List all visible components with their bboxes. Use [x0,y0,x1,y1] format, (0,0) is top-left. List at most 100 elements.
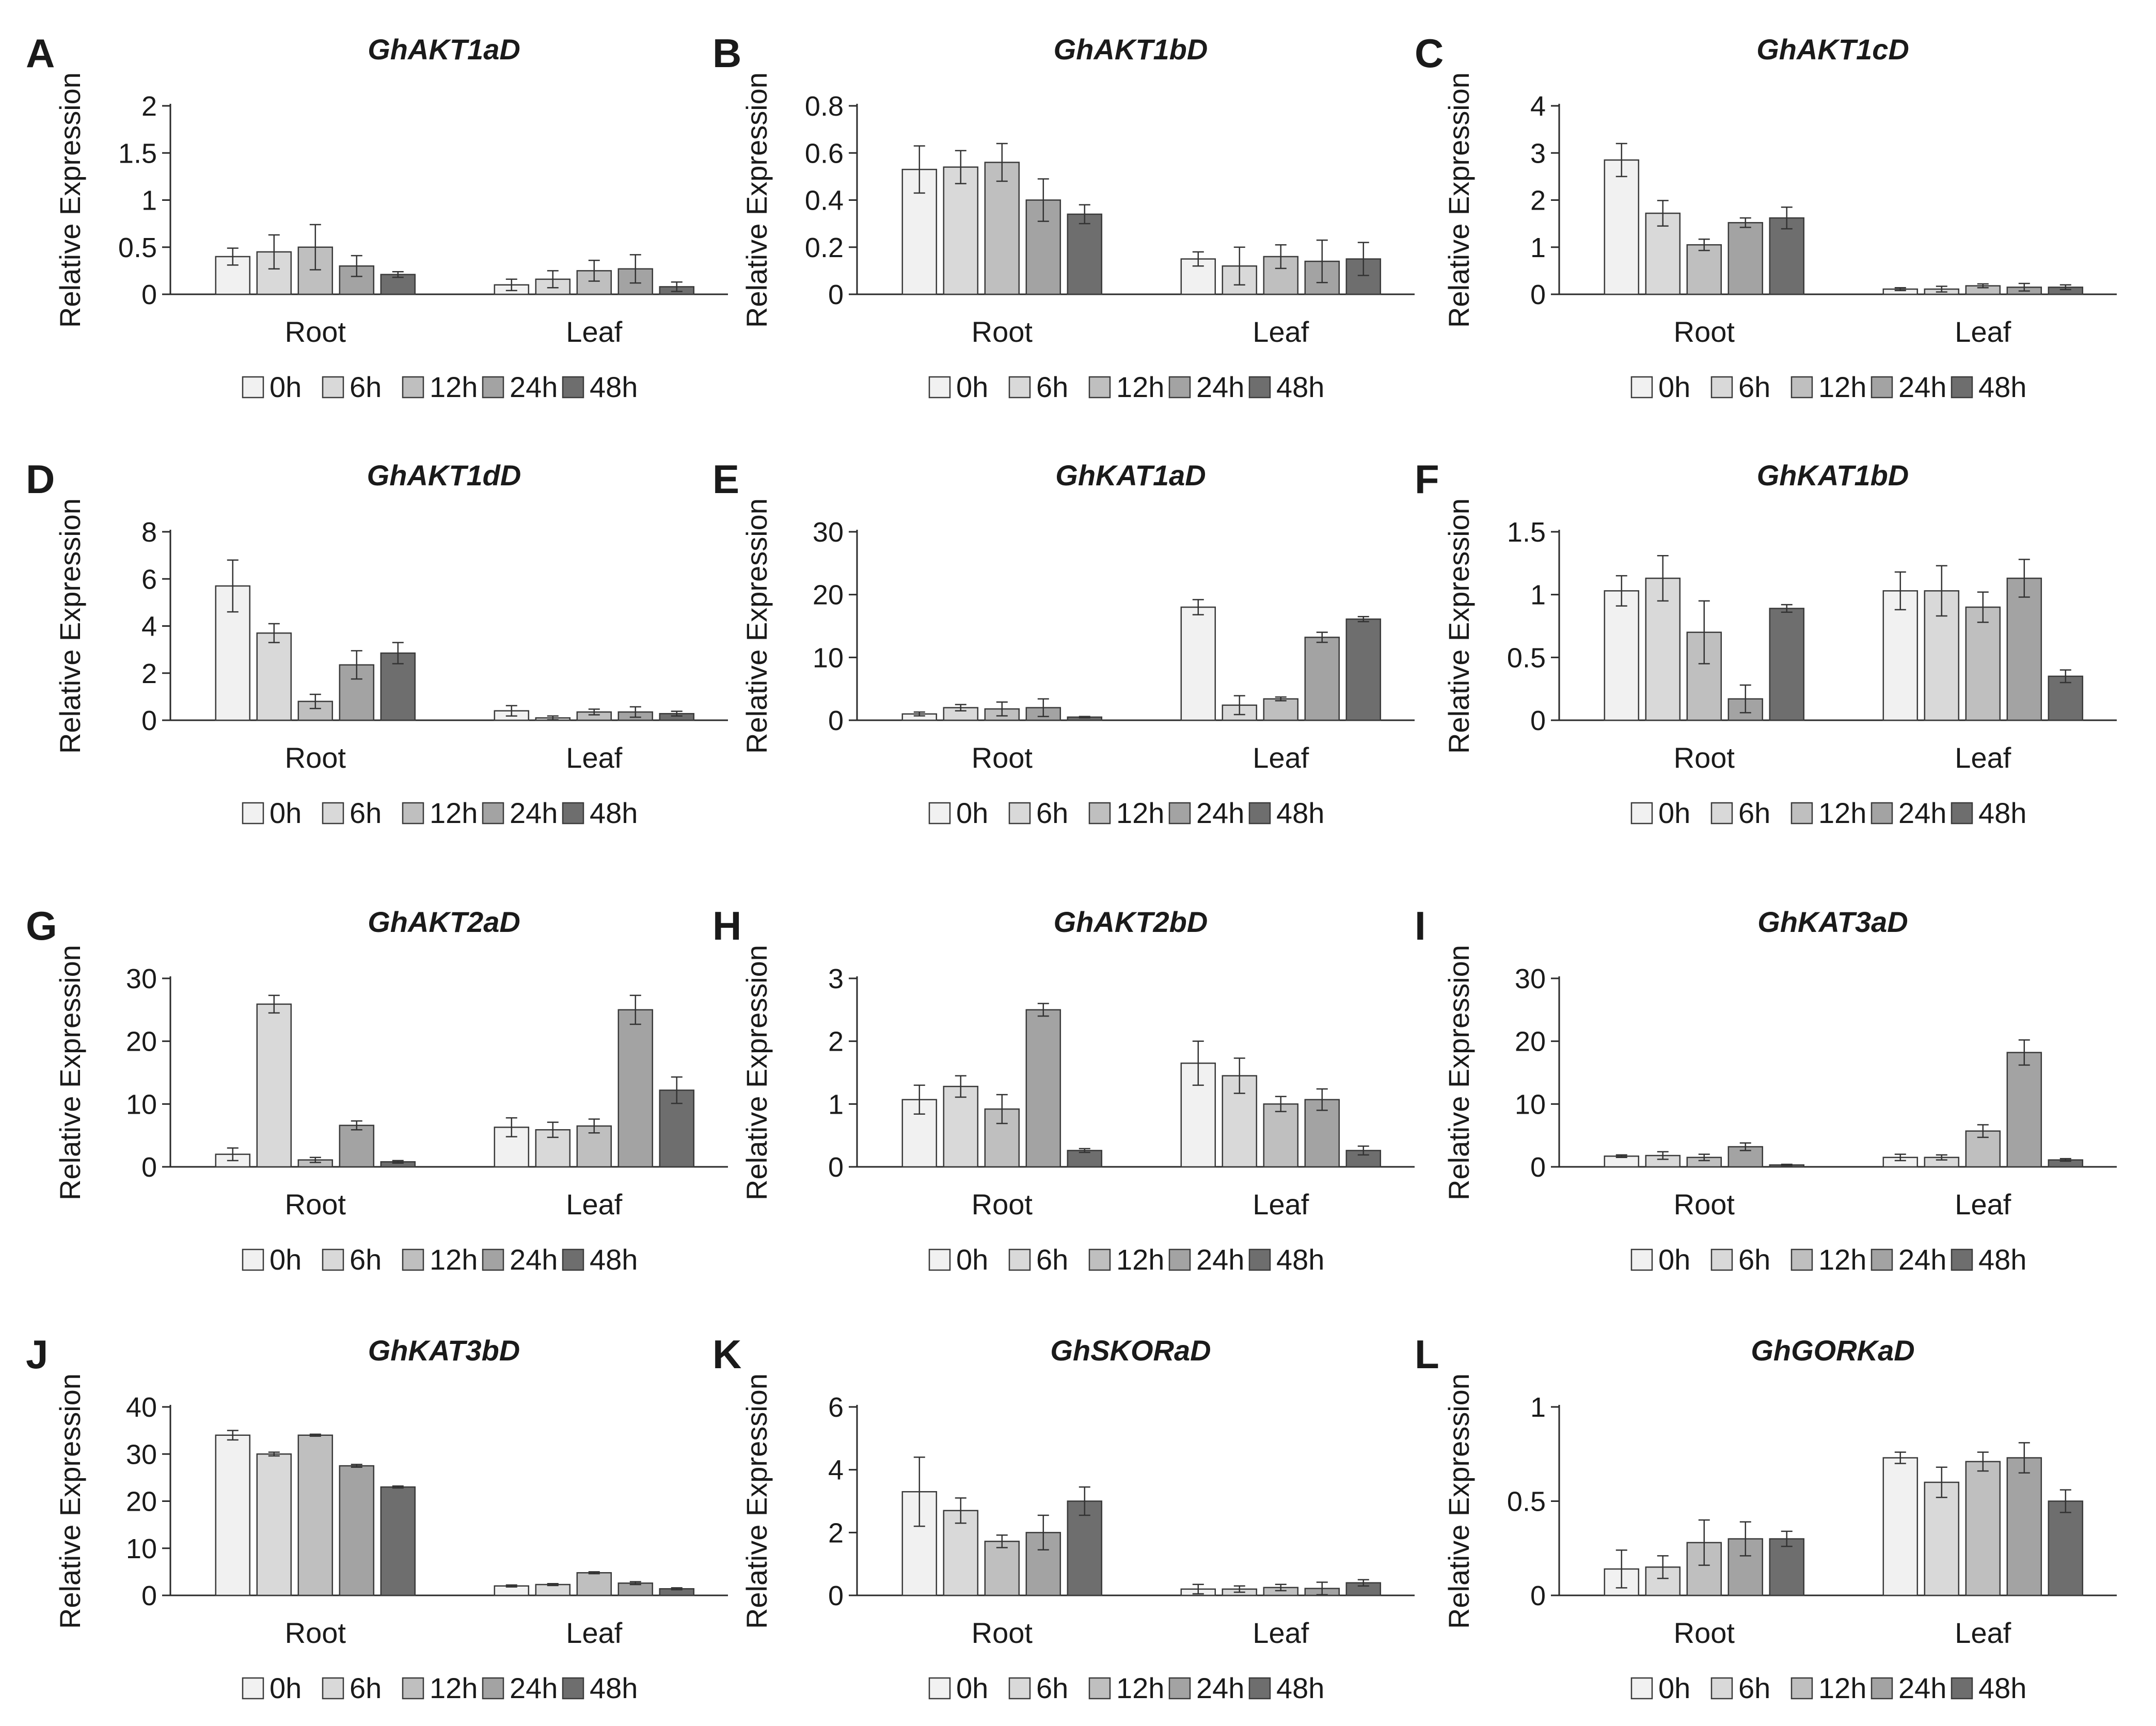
chart-h-legend-swatch [1248,1248,1271,1271]
chart-e-legend-label: 6h [1036,797,1068,829]
chart-i-legend-label: 48h [1978,1243,2026,1276]
chart-j-y-tick-label: 40 [126,1392,157,1423]
chart-k-y-tick-label: 2 [828,1517,844,1548]
chart-a-title: GhAKT1aD [368,33,520,66]
chart-b-legend-label: 12h [1116,371,1164,403]
chart-i-legend-label: 0h [1658,1243,1690,1276]
chart-i-legend-swatch [1710,1248,1733,1271]
chart-d-legend-swatch [242,802,264,825]
chart-j-y-tick-label: 20 [126,1486,157,1517]
chart-i-legend: 0h 6h 12h 24h 48h [1630,1243,2026,1276]
chart-f-legend-swatch [1630,802,1653,825]
chart-f-panel-letter: F [1415,456,1439,502]
chart-i-legend-swatch [1951,1248,1973,1271]
chart-k-legend-label: 48h [1276,1672,1324,1704]
chart-g-y-tick-label: 0 [141,1152,157,1183]
chart-h-bar-root-6h [943,1086,979,1168]
chart-j-panel-letter: J [26,1332,48,1377]
chart-l-y-axis-label: Relative Expression [1442,1373,1475,1629]
chart-k-bar-root-48h [1067,1500,1103,1596]
chart-l-bar-leaf-6h [1924,1481,1960,1596]
chart-e-bar-leaf-48h [1345,618,1382,721]
chart-b-category-label: Leaf [1253,315,1309,348]
chart-c-panel-letter: C [1415,30,1444,76]
chart-j-legend-swatch [562,1677,584,1700]
chart-a-y-axis-label: Relative Expression [54,72,86,328]
chart-l-y-tick-label: 0 [1530,1580,1546,1611]
chart-h-panel-letter: H [712,903,741,948]
chart-f-legend-label: 12h [1818,797,1866,829]
chart-f-legend-label: 48h [1978,797,2026,829]
chart-j-y-tick-label: 30 [126,1439,157,1470]
chart-b-bar-root-6h [943,166,979,295]
chart-h-y-tick-label: 3 [828,963,844,994]
chart-f-bar-root-0h [1604,590,1640,721]
chart-j-bar-root-48h [380,1486,416,1596]
chart-a-y-tick-label: 1 [141,185,157,216]
chart-i-category-label: Leaf [1955,1188,2011,1221]
chart-e-legend-label: 0h [956,797,988,829]
chart-j-bar-root-0h [215,1434,251,1596]
chart-j-legend: 0h 6h 12h 24h 48h [242,1672,638,1704]
chart-c-legend-swatch [1790,376,1813,399]
chart-f-bar-leaf-12h [1965,606,2001,721]
chart-e-bar-leaf-12h [1263,698,1299,721]
chart-b-y-tick-label: 0.4 [805,185,844,216]
chart-i-y-tick-label: 20 [1515,1026,1546,1057]
chart-k-y-tick-label: 6 [828,1392,844,1423]
chart-g-category-label: Leaf [566,1188,622,1221]
chart-g-legend: 0h 6h 12h 24h 48h [242,1243,638,1276]
chart-f-legend: 0h 6h 12h 24h 48h [1630,797,2026,829]
chart-f-bar-root-6h [1645,577,1681,721]
chart-l-legend-label: 12h [1818,1672,1866,1704]
chart-i-bar-leaf-24h [2006,1052,2042,1168]
chart-c-legend-swatch [1951,376,1973,399]
chart-b-legend-swatch [1248,376,1271,399]
chart-h-legend-swatch [928,1248,951,1271]
chart-a-panel-letter: A [26,30,55,76]
chart-h-legend-label: 6h [1036,1243,1068,1276]
chart-h-legend-label: 48h [1276,1243,1324,1276]
chart-g-bar-leaf-24h [617,1009,654,1168]
chart-l-legend-label: 6h [1738,1672,1770,1704]
chart-j-bar-leaf-12h [576,1572,612,1596]
chart-b-bar-leaf-48h [1345,258,1382,295]
chart-f-y-tick-label: 0 [1530,705,1546,736]
chart-g-legend-label: 24h [510,1243,558,1276]
chart-g-bar-root-6h [256,1003,292,1168]
chart-c-legend-label: 6h [1738,371,1770,403]
chart-g-panel: G GhAKT2aD 0 10 20 30 Relative Expression Root L… [26,903,728,1276]
chart-f-legend-label: 6h [1738,797,1770,829]
chart-h-legend: 0h 6h 12h 24h 48h [928,1243,1324,1276]
chart-h-y-tick-label: 0 [828,1152,844,1183]
chart-f-legend-swatch [1790,802,1813,825]
chart-f-category-label: Leaf [1955,741,2011,774]
chart-l-legend-label: 24h [1898,1672,1946,1704]
chart-e-category-label: Root [972,741,1033,774]
chart-k-legend: 0h 6h 12h 24h 48h [928,1672,1324,1704]
chart-h-legend-swatch [1008,1248,1031,1271]
chart-j-legend-swatch [402,1677,424,1700]
chart-d-legend: 0h 6h 12h 24h 48h [242,797,638,829]
chart-e-panel-letter: E [712,456,739,502]
chart-j-y-tick-label: 10 [126,1533,157,1564]
chart-j-legend-swatch [242,1677,264,1700]
chart-e-legend-label: 12h [1116,797,1164,829]
chart-f-legend-swatch [1951,802,1973,825]
chart-l-legend-swatch [1870,1677,1893,1700]
chart-f-bar-leaf-24h [2006,577,2042,721]
chart-c-legend-label: 0h [1658,371,1690,403]
chart-c-y-tick-label: 1 [1530,232,1546,263]
chart-f-bar-leaf-48h [2048,675,2084,721]
chart-l-legend-swatch [1710,1677,1733,1700]
chart-d-y-tick-label: 6 [141,564,157,595]
chart-i-legend-swatch [1630,1248,1653,1271]
chart-c-bar-root-48h [1769,217,1805,295]
chart-g-legend-label: 12h [430,1243,478,1276]
chart-c-legend-swatch [1710,376,1733,399]
chart-g-y-axis-label: Relative Expression [54,945,86,1200]
chart-a-y-tick-label: 0 [141,279,157,310]
chart-f-panel: F GhKAT1bD 0 0.5 1 1.5 Relative Expression Root… [1415,456,2117,829]
chart-l-legend-label: 0h [1658,1672,1690,1704]
chart-e-category-label: Leaf [1253,741,1309,774]
